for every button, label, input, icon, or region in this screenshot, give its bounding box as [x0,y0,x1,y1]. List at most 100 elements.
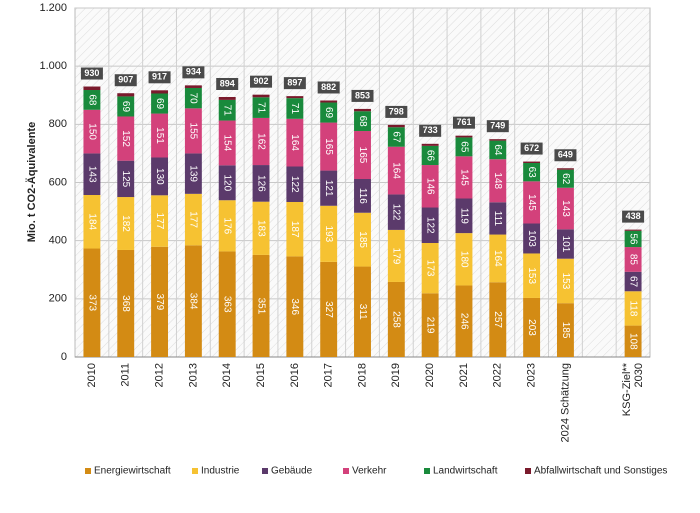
x-tick-label: 2010 [86,363,98,387]
total-label: 649 [558,150,573,160]
segment-label: 64 [492,144,503,156]
bar-segment [421,165,439,208]
segment-label: 70 [188,93,199,105]
x-tick-label: 2023 [526,363,538,387]
bar-segment [151,93,169,114]
bar-segment [489,202,507,235]
legend-label: Landwirtschaft [433,466,498,477]
segment-label: 69 [120,101,131,113]
bar-segment [624,229,642,231]
legend-swatch [525,468,531,474]
total-box [622,210,645,223]
bar-segment [556,303,574,357]
bar-segment [151,157,169,196]
bar-segment [523,161,541,164]
segment-label: 187 [289,221,300,238]
segment-label: 363 [222,296,233,313]
segment-label: 379 [154,294,165,311]
segment-label: 346 [289,298,300,315]
segment-label: 67 [391,131,402,143]
bar-segment [455,135,473,138]
segment-label: 68 [86,94,97,106]
bar-segment [387,146,405,195]
segment-label: 165 [357,147,368,164]
segment-label: 122 [425,217,436,234]
segment-label: 183 [255,220,266,237]
segment-label: 69 [154,98,165,110]
segment-label: 143 [86,166,97,183]
bar-segment [556,229,574,259]
total-box [114,74,137,87]
segment-label: 125 [120,171,131,188]
bar-segment [523,181,541,224]
bar-segment [117,116,135,161]
segment-label: 71 [255,102,266,114]
y-tick-label: 0 [61,351,67,363]
bar-segment [455,285,473,357]
bar-segment [354,179,371,213]
segment-label: 373 [86,294,97,311]
legend-swatch [262,468,268,474]
segment-label: 111 [492,211,503,227]
segment-label: 126 [255,175,266,192]
bar-segment [455,233,473,286]
x-tick-label: 2018 [356,363,368,387]
segment-label: 130 [154,168,165,185]
x-tick-label: 2015 [255,363,267,387]
segment-label: 154 [222,135,233,152]
segment-label: 62 [560,173,571,185]
bar-segment [421,207,439,243]
bar-segment [320,170,338,206]
segment-label: 151 [154,127,165,144]
segment-label: 148 [492,172,503,189]
bar-segment [556,258,574,304]
y-tick-label: 1.200 [39,2,67,14]
segment-label: 101 [560,236,571,253]
bar-segment [421,143,439,146]
bar-segment [151,90,169,94]
y-tick-label: 200 [49,293,67,305]
segment-label: 368 [120,295,131,312]
total-box [283,77,306,90]
bar-segment [286,201,304,257]
bar-segment [83,195,101,249]
bar-segment [354,212,371,267]
bar-segment [286,98,304,119]
segment-label: 182 [120,215,131,232]
segment-label: 153 [526,267,537,284]
bar-segment [218,165,236,201]
bar-segment [387,194,405,230]
total-box [385,105,408,118]
total-label: 733 [423,125,438,135]
segment-label: 71 [222,105,233,117]
segment-label: 139 [188,165,199,182]
total-label: 897 [287,77,302,87]
bar-segment [455,137,473,157]
bar-segment [83,109,101,154]
total-box [452,116,475,129]
bar-segment [252,254,270,357]
bar-segment [286,256,304,357]
segment-label: 155 [188,123,199,140]
segment-label: 146 [425,178,436,195]
total-label: 798 [389,106,404,116]
bar-segment [387,229,405,282]
bar-segment [624,291,642,326]
segment-label: 193 [323,225,334,242]
legend-label: Verkehr [352,466,387,477]
bar-segment [354,266,371,357]
bar-segment [556,168,574,170]
bar-segment [320,102,338,123]
bar-segment [320,122,338,171]
x-tick-label: 2024 Schätzung [559,363,571,443]
bar-segment [184,108,202,154]
segment-label: 203 [526,319,537,336]
y-tick-label: 1.000 [39,60,67,72]
segment-label: 120 [222,174,233,191]
bar-segment [117,93,135,97]
segment-label: 71 [289,103,300,115]
bar-segment [320,205,338,262]
segment-label: 219 [425,317,436,334]
x-tick-label: KSG-Ziel**2030 [621,362,645,416]
x-tick-label: 2012 [153,363,165,387]
